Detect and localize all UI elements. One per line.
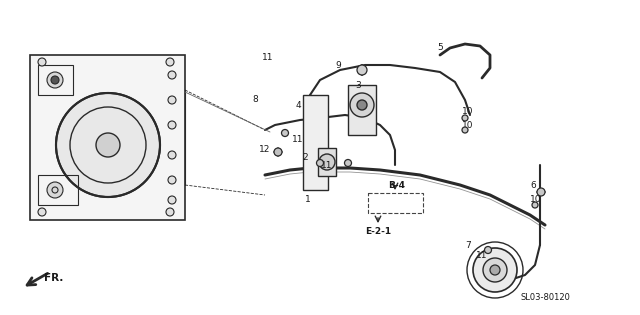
Text: 2: 2: [302, 153, 308, 163]
Circle shape: [51, 76, 59, 84]
Circle shape: [319, 154, 335, 170]
Circle shape: [274, 148, 282, 156]
Circle shape: [38, 208, 46, 216]
Text: 11: 11: [321, 161, 333, 169]
Text: 11: 11: [292, 135, 304, 145]
Bar: [38, 65, 73, 95]
Circle shape: [532, 202, 538, 208]
Circle shape: [168, 71, 176, 79]
Circle shape: [357, 65, 367, 75]
Circle shape: [47, 72, 63, 88]
Bar: [38, 175, 78, 205]
Text: 8: 8: [252, 95, 258, 105]
Circle shape: [317, 159, 323, 167]
Text: 1: 1: [305, 196, 311, 204]
Text: B-4: B-4: [388, 181, 406, 191]
Bar: [318, 148, 336, 176]
Circle shape: [96, 133, 120, 157]
Text: 7: 7: [465, 240, 471, 249]
Text: 10: 10: [462, 122, 474, 130]
Text: 3: 3: [355, 81, 361, 89]
Circle shape: [168, 176, 176, 184]
Text: 9: 9: [335, 60, 341, 70]
Circle shape: [357, 100, 367, 110]
Text: SL03-80120: SL03-80120: [520, 294, 570, 302]
Circle shape: [537, 188, 545, 196]
Text: 10: 10: [462, 107, 474, 117]
Bar: [348, 85, 376, 135]
Circle shape: [38, 58, 46, 66]
Circle shape: [166, 208, 174, 216]
Text: 6: 6: [530, 180, 536, 190]
Circle shape: [168, 96, 176, 104]
Circle shape: [350, 93, 374, 117]
Circle shape: [473, 248, 517, 292]
Circle shape: [282, 129, 289, 136]
Circle shape: [462, 127, 468, 133]
Bar: [368, 193, 423, 213]
Text: FR.: FR.: [44, 273, 64, 283]
Circle shape: [168, 151, 176, 159]
Circle shape: [168, 121, 176, 129]
Text: E-2-1: E-2-1: [365, 227, 391, 237]
Circle shape: [168, 196, 176, 204]
Bar: [303, 95, 328, 190]
Text: 10: 10: [531, 196, 541, 204]
Circle shape: [490, 265, 500, 275]
Circle shape: [462, 115, 468, 121]
Text: 4: 4: [295, 100, 301, 110]
Text: 11: 11: [262, 53, 274, 61]
Bar: [30, 55, 185, 220]
Circle shape: [483, 258, 507, 282]
Circle shape: [166, 58, 174, 66]
Circle shape: [484, 247, 492, 254]
Circle shape: [47, 182, 63, 198]
Text: 5: 5: [437, 43, 443, 51]
Text: 11: 11: [476, 250, 488, 260]
Circle shape: [344, 159, 351, 167]
Circle shape: [56, 93, 160, 197]
Text: 12: 12: [259, 146, 271, 154]
